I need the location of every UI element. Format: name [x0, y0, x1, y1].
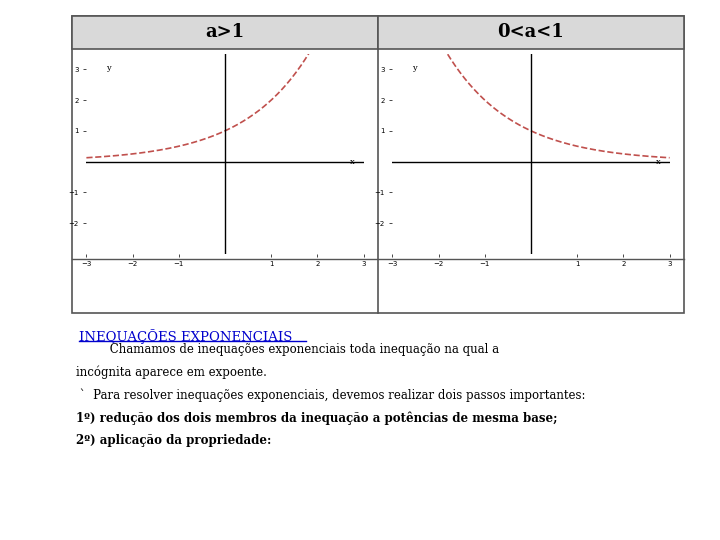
- Text: f(x) é decrescente e Im=IR⁺: f(x) é decrescente e Im=IR⁺: [462, 207, 600, 216]
- FancyBboxPatch shape: [378, 16, 684, 49]
- Text: incógnita aparece em expoente.: incógnita aparece em expoente.: [76, 366, 266, 379]
- Text: 1º) redução dos dois membros da inequação a potências de mesma base;: 1º) redução dos dois membros da inequaçã…: [76, 411, 557, 424]
- Text: mesmo sentido): mesmo sentido): [186, 243, 264, 252]
- Text: y: y: [413, 64, 417, 72]
- Text: x₂>x₁ ⇒ y₂<y₁ (as desigualdades têm: x₂>x₁ ⇒ y₂<y₁ (as desigualdades têm: [441, 231, 621, 240]
- Text: sentidos diferentes): sentidos diferentes): [482, 243, 580, 252]
- Text: `  Para resolver inequações exponenciais, devemos realizar dois passos important: ` Para resolver inequações exponenciais,…: [76, 388, 585, 402]
- Text: Chamamos de inequações exponenciais toda inequação na qual a: Chamamos de inequações exponenciais toda…: [76, 343, 499, 356]
- Text: f(x) é crescente e Im=IR⁺: f(x) é crescente e Im=IR⁺: [161, 207, 289, 216]
- Text: Para quaisquer x₁ e x₂ do domínio:: Para quaisquer x₁ e x₂ do domínio:: [140, 219, 310, 228]
- Text: Para quaisquer x₁ e x₂ do domínio:: Para quaisquer x₁ e x₂ do domínio:: [446, 219, 616, 228]
- Text: 2º) aplicação da propriedade:: 2º) aplicação da propriedade:: [76, 434, 271, 447]
- FancyBboxPatch shape: [72, 16, 684, 313]
- Text: x: x: [656, 158, 661, 166]
- Text: y: y: [107, 64, 111, 72]
- FancyBboxPatch shape: [72, 16, 378, 49]
- Text: x: x: [350, 158, 355, 166]
- Text: INEQUAÇÕES EXPONENCIAIS: INEQUAÇÕES EXPONENCIAIS: [79, 329, 292, 345]
- Text: 0<a<1: 0<a<1: [498, 23, 564, 42]
- Text: x₂>x₁ ⇒ y₂>y₁ (as desigualdades têm: x₂>x₁ ⇒ y₂>y₁ (as desigualdades têm: [135, 231, 315, 240]
- Text: a>1: a>1: [205, 23, 245, 42]
